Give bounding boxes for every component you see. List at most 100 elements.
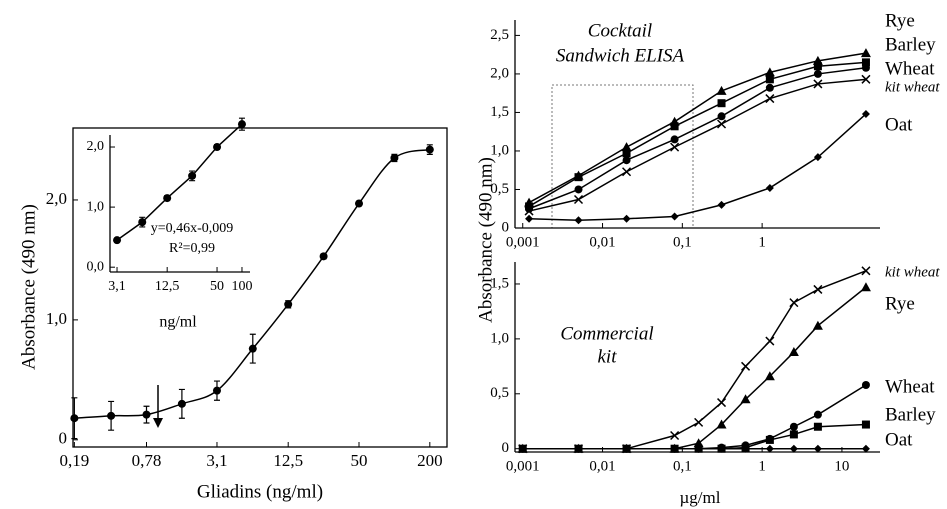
marker (861, 63, 870, 72)
marker (717, 398, 727, 408)
x-tick-label: 0,001 (506, 234, 540, 250)
x-tick-label: 200 (417, 451, 443, 470)
legend-label: Barley (885, 34, 936, 55)
y-tick-label: 1,0 (490, 330, 509, 346)
marker (717, 112, 726, 121)
zoom-box (551, 84, 694, 229)
marker (861, 381, 870, 390)
data-line (522, 270, 867, 450)
marker (622, 156, 631, 165)
marker (670, 430, 680, 441)
marker (813, 69, 822, 78)
marker (573, 194, 584, 205)
marker (177, 399, 186, 408)
marker (212, 386, 221, 395)
marker (765, 183, 774, 192)
marker (670, 135, 679, 144)
x-tick-label: 3,1 (108, 279, 126, 294)
y-tick-label: 1,0 (46, 309, 67, 328)
legend-label: Rye (885, 10, 915, 31)
marker (390, 153, 399, 162)
marker (764, 371, 775, 381)
marker (740, 394, 751, 404)
annotation: Commercial (560, 323, 653, 344)
marker (524, 206, 534, 216)
marker (861, 74, 871, 84)
legend-label: kit wheat (885, 79, 940, 95)
legend-label: Wheat (885, 58, 935, 79)
annotation: Cocktail (588, 20, 652, 41)
marker (716, 419, 727, 429)
marker (789, 430, 798, 439)
annotation: y=0,46x-0,009 (151, 221, 234, 236)
marker (622, 149, 631, 158)
marker (812, 320, 823, 330)
arrow-head (153, 418, 163, 428)
marker (813, 62, 822, 71)
marker (142, 410, 151, 419)
x-tick-label: 1 (758, 234, 766, 250)
x-tick-label: 100 (231, 279, 252, 294)
marker (789, 298, 799, 308)
marker (574, 185, 583, 194)
x-tick-label: 0,01 (589, 458, 615, 474)
x-tick-label: 0,1 (673, 234, 692, 250)
legend-label: kit wheat (885, 264, 940, 280)
marker (107, 411, 116, 420)
data-line (528, 61, 867, 208)
marker (694, 444, 703, 453)
annotation: R²=0,99 (169, 241, 215, 256)
y-axis-label: Absorbance (490 nm) (18, 204, 39, 370)
marker (70, 414, 79, 423)
y-tick-label: 0 (502, 219, 510, 235)
x-axis-label: µg/ml (680, 488, 721, 507)
y-tick-label: 2,0 (87, 139, 105, 154)
marker (813, 410, 822, 419)
marker (765, 94, 775, 104)
marker (622, 167, 632, 177)
marker (813, 153, 822, 162)
marker (861, 420, 870, 429)
y-tick-label: 2,0 (46, 189, 67, 208)
marker (717, 444, 726, 453)
marker (765, 336, 775, 346)
marker (861, 109, 870, 118)
x-tick-label: 10 (834, 458, 849, 474)
marker (789, 444, 798, 453)
x-tick-label: 0,01 (589, 234, 615, 250)
marker (861, 266, 871, 276)
marker (788, 347, 799, 357)
marker (284, 300, 293, 309)
x-tick-label: 3,1 (206, 451, 227, 470)
marker (765, 83, 774, 92)
marker (622, 214, 631, 223)
marker (813, 422, 822, 431)
x-tick-label: 1 (758, 458, 766, 474)
marker (622, 444, 631, 453)
marker (670, 444, 679, 453)
y-tick-label: 1,0 (87, 199, 105, 214)
marker (861, 444, 870, 453)
data-line (528, 52, 867, 204)
legend-label: Wheat (885, 376, 935, 397)
marker (670, 122, 679, 131)
marker (765, 435, 774, 444)
y-axis-label: Absorbance (490 nm) (475, 157, 496, 323)
marker (813, 79, 823, 89)
y-tick-label: 1,5 (490, 104, 509, 120)
annotation: Sandwich ELISA (556, 45, 685, 66)
legend-label: Rye (885, 293, 915, 314)
marker (670, 142, 680, 152)
legend-label: Oat (885, 429, 913, 450)
y-tick-label: 0,5 (490, 181, 509, 197)
data-line (116, 123, 243, 241)
x-tick-label: 0,001 (506, 458, 540, 474)
y-tick-label: 1,5 (490, 275, 509, 291)
data-line (528, 78, 867, 212)
marker (765, 75, 774, 84)
data-line (529, 113, 867, 222)
marker (355, 199, 364, 208)
marker (138, 218, 147, 227)
marker (789, 422, 798, 431)
x-tick-label: 0,78 (132, 451, 162, 470)
